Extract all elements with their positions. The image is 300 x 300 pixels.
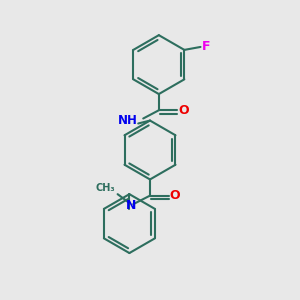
Text: O: O (170, 189, 180, 202)
Text: CH₃: CH₃ (95, 183, 115, 193)
Text: O: O (178, 104, 189, 117)
Text: NH: NH (118, 114, 138, 127)
Text: F: F (202, 40, 210, 53)
Text: N: N (126, 200, 136, 212)
